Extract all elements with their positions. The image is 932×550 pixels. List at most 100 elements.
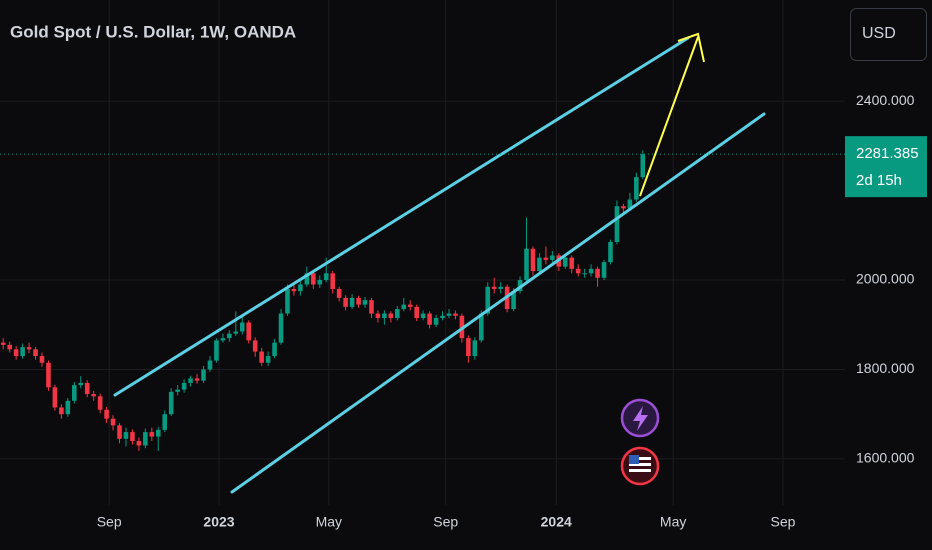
candle-body <box>427 313 432 325</box>
candle-body <box>640 154 646 178</box>
candle-body <box>207 360 213 370</box>
candle-body <box>543 257 549 260</box>
candle-body <box>627 199 633 209</box>
candle-body <box>440 315 445 319</box>
candle-body <box>634 177 639 200</box>
y-tick-label: 2000.000 <box>856 271 915 287</box>
candle-body <box>330 273 336 289</box>
last-price-box <box>845 136 927 198</box>
event-icon-flag[interactable] <box>620 446 660 486</box>
candle-body <box>362 300 368 305</box>
candle-body <box>336 288 342 298</box>
candle-body <box>388 313 394 319</box>
candle-body <box>537 257 542 272</box>
x-tick-label: May <box>660 514 686 530</box>
candle-body <box>401 304 407 310</box>
candle-body <box>7 344 12 350</box>
candle-body <box>621 206 626 209</box>
candle-body <box>472 340 478 357</box>
candle-body <box>233 331 239 334</box>
candle-body <box>188 378 193 383</box>
candle-body <box>91 394 96 397</box>
candle-body <box>395 309 400 319</box>
candle-body <box>52 387 58 408</box>
candles <box>0 150 646 451</box>
candle-body <box>524 248 529 281</box>
candle-body <box>162 414 168 430</box>
candle-body <box>550 255 555 260</box>
candle-body <box>595 268 600 278</box>
grid <box>0 0 845 505</box>
candle-body <box>39 356 45 363</box>
candle-body <box>201 369 206 381</box>
candle-body <box>272 342 277 357</box>
candle-body <box>123 432 129 439</box>
channel-lower <box>230 112 766 494</box>
candle-body <box>311 273 316 285</box>
y-tick-label: 1600.000 <box>856 450 915 466</box>
candle-body <box>349 297 355 307</box>
candle-body <box>304 273 310 285</box>
candle-body <box>453 313 458 316</box>
candle-body <box>498 286 503 289</box>
candle-body <box>168 391 174 415</box>
candle-body <box>65 400 71 415</box>
candle-body <box>291 288 297 292</box>
last-price-label: 2281.385 <box>856 145 919 162</box>
candle-body <box>149 432 155 437</box>
candle-body <box>298 284 303 292</box>
candle-body <box>317 280 323 285</box>
candle-body <box>343 297 348 307</box>
candle-body <box>181 382 187 390</box>
chart-title: Gold Spot / U.S. Dollar, 1W, OANDA <box>10 22 296 41</box>
candle-body <box>33 349 38 357</box>
candle-body <box>530 248 536 272</box>
x-tick-label: Sep <box>433 514 458 530</box>
candle-body <box>46 362 51 388</box>
candle-body <box>582 273 587 275</box>
candle-body <box>420 313 426 319</box>
candle-body <box>601 262 607 278</box>
candle-body <box>110 418 116 426</box>
x-tick-label: Sep <box>97 514 122 530</box>
candle-body <box>214 340 219 361</box>
candle-body <box>84 382 90 395</box>
candle-body <box>323 273 329 281</box>
channel-upper <box>113 36 690 397</box>
candle-body <box>194 378 200 381</box>
candle-body <box>227 333 232 339</box>
candle-body <box>0 342 6 345</box>
arrow-head <box>677 32 705 63</box>
candle-body <box>130 432 135 442</box>
candle-body <box>13 349 19 357</box>
candle-body <box>239 322 245 332</box>
candle-body <box>155 429 161 437</box>
candle-body <box>478 313 484 341</box>
candle-body <box>608 241 613 263</box>
candle-body <box>575 268 581 274</box>
y-tick-label: 2400.000 <box>856 92 915 108</box>
candle-body <box>97 396 103 410</box>
candle-body <box>78 382 84 386</box>
candle-body <box>485 286 491 314</box>
candle-body <box>375 313 381 319</box>
candle-body <box>356 297 361 305</box>
candle-body <box>466 338 471 357</box>
currency-button[interactable] <box>850 8 927 61</box>
candle-body <box>382 313 387 319</box>
candle-body <box>117 425 122 439</box>
candle-body <box>259 351 264 363</box>
currency-label[interactable]: USD <box>862 25 896 42</box>
x-tick-label: May <box>316 514 342 530</box>
candle-body <box>407 304 413 307</box>
candle-body <box>252 340 258 352</box>
candle-body <box>414 306 419 319</box>
candle-body <box>433 318 439 325</box>
candle-body <box>20 347 25 357</box>
candle-body <box>220 338 226 341</box>
candle-body <box>246 322 252 341</box>
event-icon-lightning[interactable] <box>620 398 660 438</box>
candle-body <box>104 409 109 419</box>
